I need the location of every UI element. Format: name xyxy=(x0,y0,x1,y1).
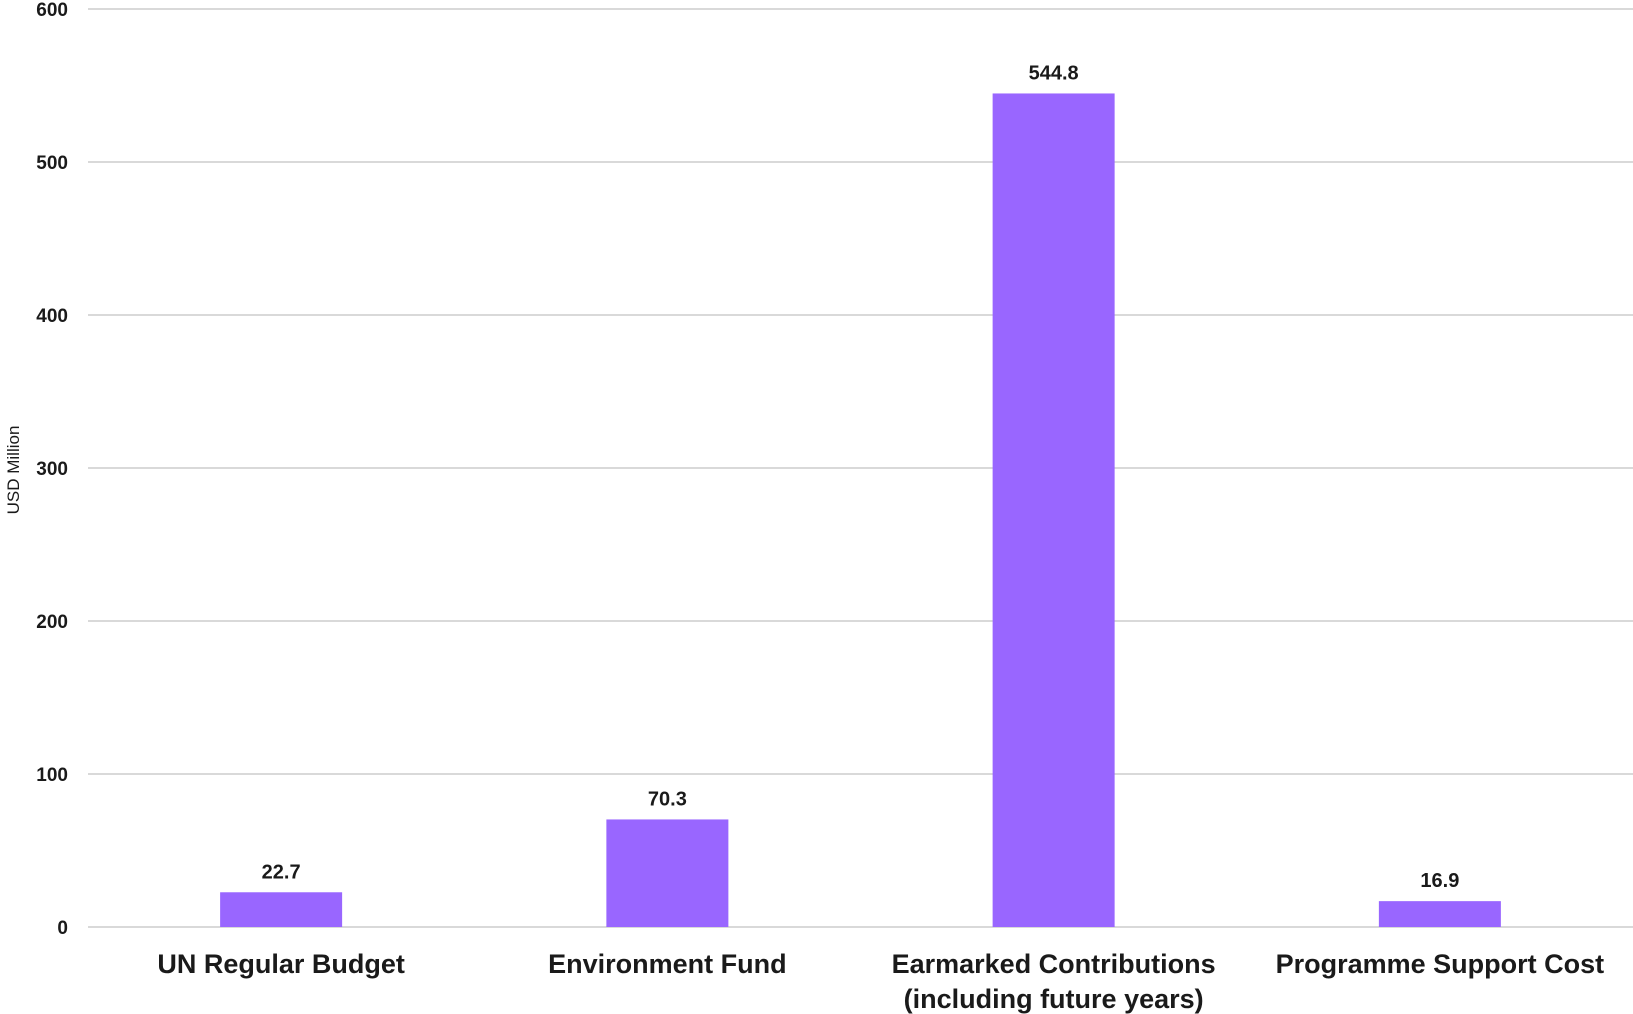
x-tick-label: Environment Fund xyxy=(548,949,787,979)
bar xyxy=(606,819,729,927)
data-label: 16.9 xyxy=(1420,870,1459,892)
data-label: 544.8 xyxy=(1029,62,1079,84)
y-tick-label: 400 xyxy=(36,306,68,327)
bar xyxy=(1378,901,1501,927)
y-tick-label: 500 xyxy=(36,153,68,174)
bar xyxy=(220,892,343,927)
y-tick-label: 100 xyxy=(36,765,68,786)
bar xyxy=(992,93,1115,928)
data-labels: 22.7 70.3 544.8 16.9 xyxy=(262,62,1460,892)
x-tick-label: Programme Support Cost xyxy=(1276,949,1605,979)
x-axis-ticks: UN Regular Budget Environment Fund Earmark… xyxy=(157,949,1604,1014)
y-tick-label: 200 xyxy=(36,612,68,633)
y-axis-label: USD Million xyxy=(4,426,23,515)
gridlines xyxy=(88,8,1633,928)
y-tick-label: 600 xyxy=(36,0,68,21)
x-tick-label: Earmarked Contributions (including future… xyxy=(892,949,1216,1014)
y-tick-label: 300 xyxy=(36,459,68,480)
data-label: 70.3 xyxy=(648,788,687,810)
x-tick-label: UN Regular Budget xyxy=(157,949,405,979)
y-axis-ticks: 0 100 200 300 400 500 600 xyxy=(36,0,68,939)
y-tick-label: 0 xyxy=(57,918,68,939)
bars xyxy=(220,93,1501,928)
data-label: 22.7 xyxy=(262,861,301,883)
